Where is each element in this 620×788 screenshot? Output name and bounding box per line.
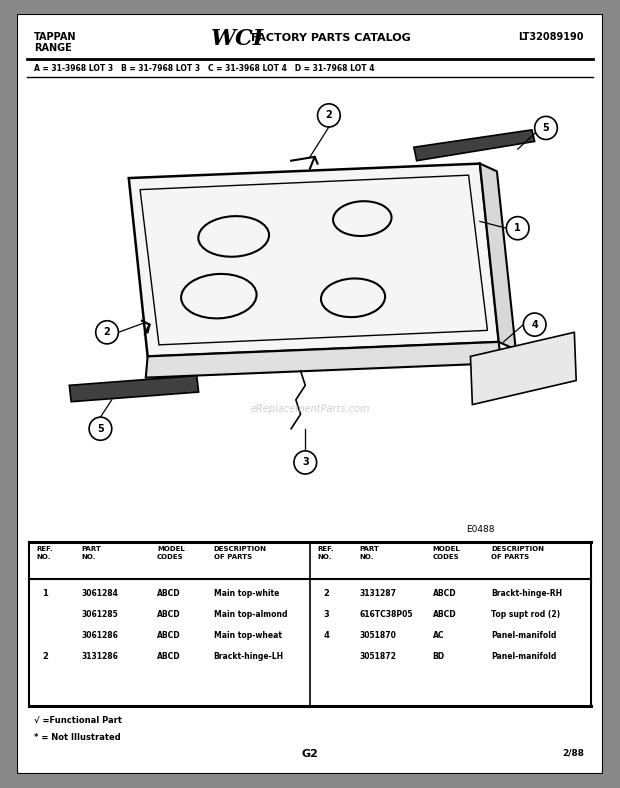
Polygon shape: [146, 342, 501, 377]
Text: REF.
NO.: REF. NO.: [317, 546, 334, 559]
Text: Main top-wheat: Main top-wheat: [214, 631, 281, 640]
Text: ABCD: ABCD: [157, 610, 180, 619]
Text: Main top-almond: Main top-almond: [214, 610, 287, 619]
Text: Top supt rod (2): Top supt rod (2): [491, 610, 560, 619]
Text: RANGE: RANGE: [34, 43, 72, 53]
Text: 3: 3: [323, 610, 329, 619]
Text: 616TC38P05: 616TC38P05: [359, 610, 412, 619]
Text: LT32089190: LT32089190: [518, 32, 584, 42]
Polygon shape: [414, 130, 534, 161]
Text: MODEL
CODES: MODEL CODES: [157, 546, 185, 559]
Text: ABCD: ABCD: [433, 589, 456, 598]
Text: 3061284: 3061284: [82, 589, 118, 598]
Text: ABCD: ABCD: [433, 610, 456, 619]
Polygon shape: [69, 376, 198, 402]
Text: MODEL
CODES: MODEL CODES: [433, 546, 461, 559]
Circle shape: [317, 104, 340, 127]
Text: 3051870: 3051870: [359, 631, 396, 640]
Text: 3051872: 3051872: [359, 652, 396, 661]
Text: REF.
NO.: REF. NO.: [36, 546, 53, 559]
Text: 3131287: 3131287: [359, 589, 396, 598]
Text: BD: BD: [433, 652, 445, 661]
Circle shape: [95, 321, 118, 344]
Text: 5: 5: [542, 123, 549, 133]
Text: DESCRIPTION
OF PARTS: DESCRIPTION OF PARTS: [214, 546, 267, 559]
Text: √ =Functional Part: √ =Functional Part: [34, 716, 122, 725]
Text: 3: 3: [302, 458, 309, 467]
Text: 2: 2: [323, 589, 329, 598]
Text: ABCD: ABCD: [157, 652, 180, 661]
Text: 2/88: 2/88: [562, 749, 584, 758]
Circle shape: [507, 217, 529, 240]
Text: G2: G2: [301, 749, 319, 759]
Polygon shape: [471, 333, 576, 404]
Text: 1: 1: [42, 589, 48, 598]
Text: 1: 1: [515, 223, 521, 233]
Text: AC: AC: [433, 631, 444, 640]
Text: ABCD: ABCD: [157, 631, 180, 640]
Text: 3061286: 3061286: [82, 631, 118, 640]
Text: * = Not Illustrated: * = Not Illustrated: [34, 734, 121, 742]
Text: 3131286: 3131286: [82, 652, 118, 661]
Text: Panel-manifold: Panel-manifold: [491, 631, 557, 640]
Text: Brackt-hinge-LH: Brackt-hinge-LH: [214, 652, 284, 661]
Text: 2: 2: [104, 327, 110, 337]
Circle shape: [89, 417, 112, 440]
Polygon shape: [129, 164, 499, 356]
Text: Brackt-hinge-RH: Brackt-hinge-RH: [491, 589, 562, 598]
Polygon shape: [480, 164, 516, 350]
Circle shape: [523, 313, 546, 336]
Text: TAPPAN: TAPPAN: [34, 32, 77, 42]
Circle shape: [294, 451, 317, 474]
Text: PART
NO.: PART NO.: [82, 546, 102, 559]
Text: eReplacementParts.com: eReplacementParts.com: [250, 404, 370, 414]
Text: 5: 5: [97, 424, 104, 433]
Text: 2: 2: [326, 110, 332, 121]
Text: 4: 4: [531, 320, 538, 329]
Text: Main top-white: Main top-white: [214, 589, 279, 598]
Text: ABCD: ABCD: [157, 589, 180, 598]
Text: E0488: E0488: [466, 525, 494, 534]
Text: WCI: WCI: [211, 28, 264, 50]
Text: FACTORY PARTS CATALOG: FACTORY PARTS CATALOG: [252, 33, 411, 43]
Circle shape: [534, 117, 557, 139]
Text: A = 31-3968 LOT 3   B = 31-7968 LOT 3   C = 31-3968 LOT 4   D = 31-7968 LOT 4: A = 31-3968 LOT 3 B = 31-7968 LOT 3 C = …: [34, 65, 375, 73]
Text: 2: 2: [42, 652, 48, 661]
Text: Panel-manifold: Panel-manifold: [491, 652, 557, 661]
Text: DESCRIPTION
OF PARTS: DESCRIPTION OF PARTS: [491, 546, 544, 559]
Text: PART
NO.: PART NO.: [359, 546, 379, 559]
Text: 4: 4: [323, 631, 329, 640]
Text: 3061285: 3061285: [82, 610, 118, 619]
